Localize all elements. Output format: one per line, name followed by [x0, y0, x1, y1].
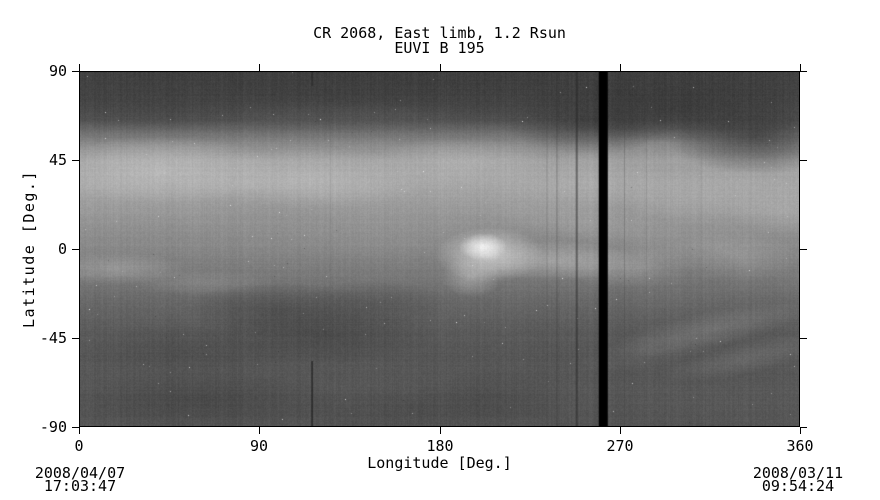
y-axis-tick [72, 249, 79, 250]
figure-title: CR 2068, East limb, 1.2 Rsun [313, 24, 566, 42]
y-tick-label: -90 [39, 418, 67, 436]
x-axis-tick [800, 427, 801, 434]
y-tick-label: 0 [57, 240, 67, 258]
start-time: 17:03:47 [43, 477, 117, 495]
end-date: 2008/03/11 [752, 464, 844, 482]
y-axis-tick [800, 249, 807, 250]
x-tick-label: 270 [606, 437, 634, 455]
x-axis-tick [259, 427, 260, 434]
end-time: 09:54:24 [761, 477, 835, 495]
x-tick-label: 360 [786, 437, 814, 455]
y-axis-tick [800, 71, 807, 72]
x-axis-tick [79, 64, 80, 71]
x-axis-tick [620, 64, 621, 71]
y-axis-tick [800, 427, 807, 428]
x-axis-tick [79, 427, 80, 434]
x-tick-label: 0 [74, 437, 84, 455]
x-tick-label: 90 [249, 437, 269, 455]
x-axis-title: Longitude [Deg.] [367, 454, 512, 472]
y-axis-tick [800, 160, 807, 161]
y-axis-tick [72, 338, 79, 339]
x-axis-tick [440, 64, 441, 71]
y-axis-tick [72, 160, 79, 161]
plot-area [79, 71, 800, 427]
x-axis-tick [800, 64, 801, 71]
y-axis-tick [800, 338, 807, 339]
y-tick-label: 90 [48, 62, 67, 80]
end-timestamp: 2008/03/11 09:54:24 [752, 464, 844, 495]
y-axis-tick [72, 71, 79, 72]
x-axis-tick [620, 427, 621, 434]
x-axis-tick [440, 427, 441, 434]
y-tick-label: -45 [39, 329, 67, 347]
x-axis-tick [259, 64, 260, 71]
synoptic-map-image [80, 72, 799, 426]
start-date: 2008/04/07 [34, 464, 126, 482]
figure-subtitle: EUVI B 195 [394, 39, 485, 57]
y-tick-label: 45 [48, 151, 67, 169]
start-timestamp: 2008/04/07 17:03:47 [34, 464, 126, 495]
x-tick-label: 180 [426, 437, 454, 455]
y-axis-tick [72, 427, 79, 428]
